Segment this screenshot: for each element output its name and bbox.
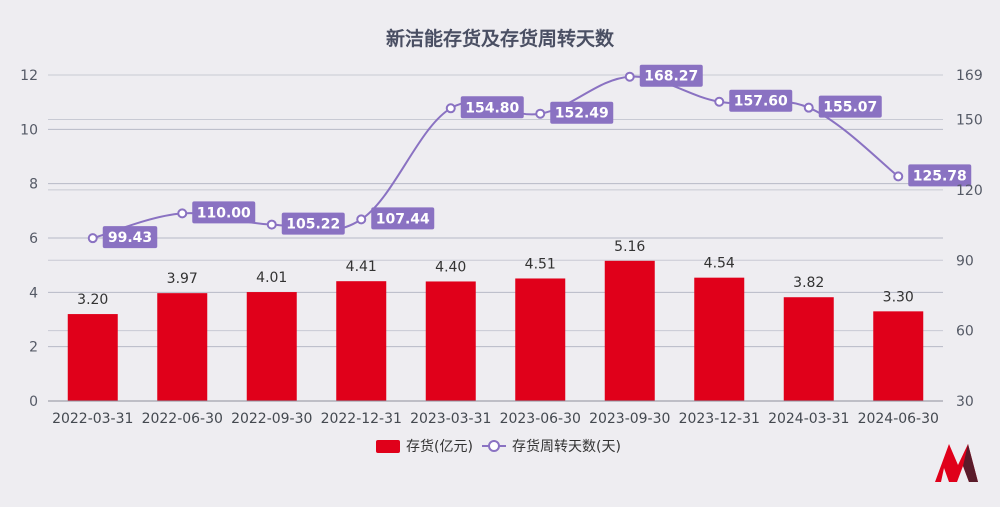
bar xyxy=(246,292,297,401)
bar-data-label: 3.82 xyxy=(793,275,824,291)
bar-data-label: 3.97 xyxy=(167,271,198,287)
right-tick-label: 60 xyxy=(956,324,974,340)
line-label-box xyxy=(729,89,793,112)
bar-data-label: 4.51 xyxy=(525,256,556,272)
line-label-box xyxy=(102,226,158,249)
grid xyxy=(48,74,943,402)
bar-data-label: 3.30 xyxy=(883,289,914,305)
line-point xyxy=(445,103,456,114)
bar-data-label: 5.16 xyxy=(614,239,645,255)
right-tick-label: 30 xyxy=(956,394,974,410)
line-label-box xyxy=(639,64,703,87)
bar xyxy=(425,281,476,401)
line-point xyxy=(356,214,367,225)
bar-data-label: 4.54 xyxy=(704,256,735,272)
line-data-label: 125.78 xyxy=(913,168,967,184)
legend-bar-label: 存货(亿元) xyxy=(406,438,473,455)
line-point xyxy=(714,96,725,107)
bar-data-label: 4.40 xyxy=(435,259,466,275)
bar-data-label: 4.01 xyxy=(256,270,287,286)
line-data-label: 154.80 xyxy=(465,100,519,116)
left-tick-label: 2 xyxy=(29,340,38,356)
line-label-box xyxy=(908,164,972,187)
line-data-label: 110.00 xyxy=(197,205,251,221)
left-tick-label: 8 xyxy=(29,177,38,193)
line-data-label: 99.43 xyxy=(108,230,152,246)
bar xyxy=(157,293,208,401)
bar xyxy=(336,281,387,401)
line-point xyxy=(266,219,277,230)
x-tick-label: 2022-03-31 xyxy=(52,411,133,427)
line-label-box xyxy=(818,95,882,118)
line-data-label: 152.49 xyxy=(555,106,609,122)
line-series: 99.43 110.00 105.22 107.44 154.80 152.49 168.2… xyxy=(87,64,972,249)
line-data-label: 155.07 xyxy=(823,100,877,116)
line-point xyxy=(87,233,98,244)
x-tick-label: 2024-03-31 xyxy=(768,411,849,427)
line-point xyxy=(177,208,188,219)
left-tick-label: 4 xyxy=(29,285,38,301)
bar xyxy=(604,260,655,401)
x-tick-label: 2022-06-30 xyxy=(142,411,223,427)
line-label-box xyxy=(281,212,345,235)
legend-line-label: 存货周转天数(天) xyxy=(512,438,621,455)
right-tick-label: 169 xyxy=(956,68,983,84)
x-tick-label: 2023-09-30 xyxy=(589,411,670,427)
line-point xyxy=(535,108,546,119)
bar xyxy=(783,297,834,401)
bars: 3.20 3.97 4.01 4.41 4.40 4.51 5.16 4.54 3.82 3.30 xyxy=(67,239,924,401)
line-data-label: 168.27 xyxy=(644,69,698,85)
axes: 0 2 4 6 8 10 12 30 60 90 120 150 169 2022-03-31 2022-0… xyxy=(20,68,983,427)
x-tick-label: 2023-12-31 xyxy=(679,411,760,427)
x-tick-label: 2024-06-30 xyxy=(858,411,939,427)
line-data-label: 107.44 xyxy=(376,211,430,227)
line-label-box xyxy=(550,101,614,124)
line-point xyxy=(893,171,904,182)
line-label-box xyxy=(460,96,524,119)
line-data-label: 157.60 xyxy=(734,94,788,110)
right-tick-label: 90 xyxy=(956,253,974,269)
legend: 存货(亿元) 存货周转天数(天) xyxy=(376,438,621,455)
right-tick-label: 120 xyxy=(956,183,983,199)
line-data-label: 105.22 xyxy=(286,217,340,233)
bar xyxy=(515,278,566,401)
line-point xyxy=(803,102,814,113)
chart-title: 新洁能存货及存货周转天数 xyxy=(386,27,615,50)
x-tick-label: 2023-06-30 xyxy=(500,411,581,427)
bar-data-label: 4.41 xyxy=(346,259,377,275)
x-tick-label: 2022-09-30 xyxy=(231,411,312,427)
bar xyxy=(873,311,924,401)
left-tick-label: 0 xyxy=(29,394,38,410)
line-label-box xyxy=(192,201,256,224)
left-tick-label: 6 xyxy=(29,231,38,247)
brand-logo xyxy=(935,444,978,482)
right-tick-label: 150 xyxy=(956,113,983,129)
left-tick-label: 12 xyxy=(20,68,38,84)
bar xyxy=(67,314,118,401)
legend-line-marker xyxy=(488,440,500,452)
x-tick-label: 2023-03-31 xyxy=(410,411,491,427)
bar-data-label: 3.20 xyxy=(77,292,108,308)
left-tick-label: 10 xyxy=(20,122,38,138)
x-tick-label: 2022-12-31 xyxy=(321,411,402,427)
legend-bar-swatch xyxy=(376,440,400,453)
line-label-box xyxy=(371,207,435,230)
line-point xyxy=(624,71,635,82)
bar xyxy=(694,277,745,401)
